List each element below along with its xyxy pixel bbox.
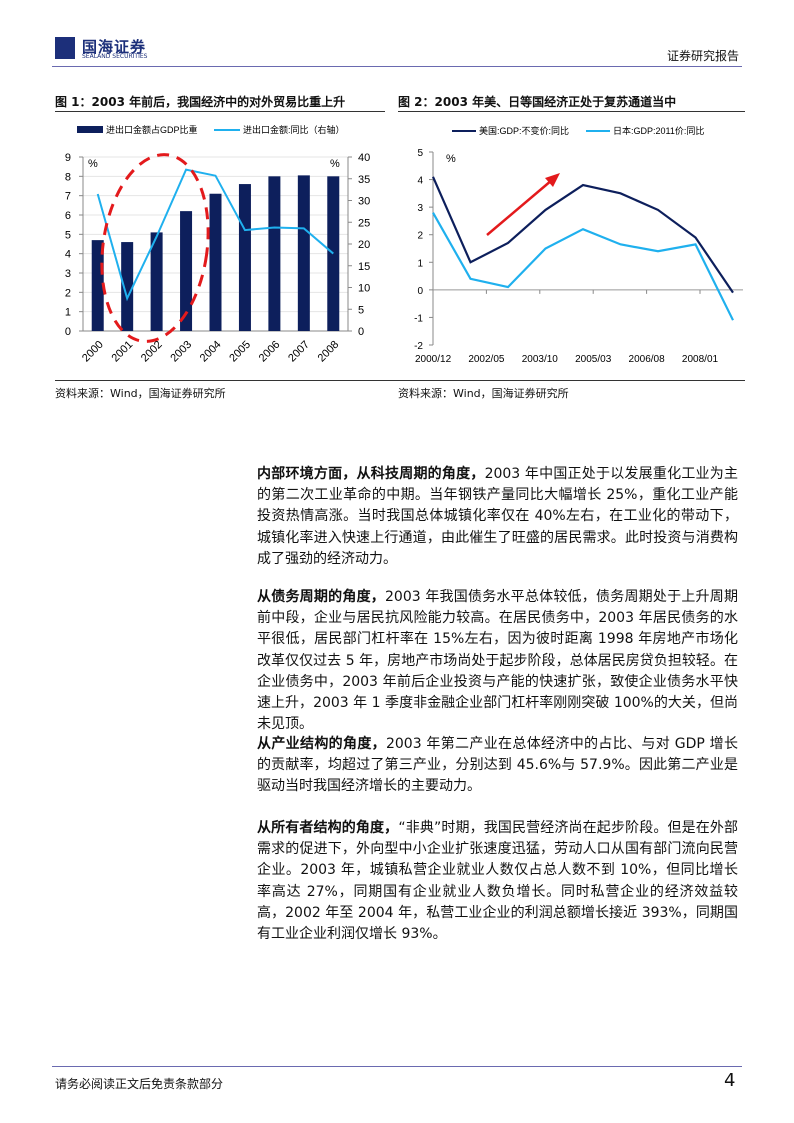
bar-2004 [209,193,222,331]
bar-2003 [180,211,193,331]
x-tick-label: 2004 [198,339,224,365]
y-tick-label: -2 [414,341,423,352]
footer-disclaimer[interactable]: 请务必阅读正文后免责条款部分 [55,1077,224,1091]
x-tick-label: 2001 [109,339,135,365]
bar-2002 [150,232,163,331]
y-unit: % [446,153,456,165]
page-number: 4 [724,1070,736,1091]
x-tick-label: 2000/12 [415,354,452,365]
y-right-unit: % [330,158,340,170]
y-left-unit: % [88,158,98,170]
highlight-ellipse [100,153,210,343]
bar-2006 [268,176,281,331]
y-tick-label: 3 [417,203,423,214]
y-right-tick-label: 15 [358,261,370,273]
line-us-gdp [431,176,734,294]
bar-2008 [327,176,340,331]
paragraph-tech-cycle: 内部环境方面，从科技周期的角度，2003 年中国正处于以发展重化工业为主的第二次… [257,464,738,570]
y-tick-label: -1 [414,313,423,324]
figure2-title: 图 2：2003 年美、日等国经济正处于复苏通道当中 [398,95,677,109]
y-left-tick-label: 5 [65,229,71,241]
y-tick-label: 1 [417,258,423,269]
logo-text-en: SEALAND SECURITIES [82,53,148,60]
figure2-source: 资料来源：Wind，国海证券研究所 [398,387,569,400]
x-tick-label: 2007 [286,339,312,365]
x-tick-label: 2003 [168,339,194,365]
y-right-tick-label: 25 [358,217,370,229]
trend-arrowhead-icon [545,173,560,187]
y-left-tick-label: 2 [65,287,71,299]
legend-line-label: 进出口金额:同比（右轴） [243,124,345,135]
y-tick-label: 4 [417,176,423,187]
legend-bar-swatch [77,126,103,133]
x-tick-label: 2000 [80,339,106,365]
paragraph-lead: 从所有者结构的角度， [257,820,399,836]
y-left-tick-label: 7 [65,191,71,203]
x-tick-label: 2002/05 [468,354,505,365]
bar-2001 [121,242,134,331]
paragraph-text: 2003 年第二产业在总体经济中的占比、与对 GDP 增长的贡献率，均超过了第三… [257,736,738,795]
y-left-tick-label: 1 [65,307,71,319]
legend-japan-label: 日本:GDP:2011价:同比 [613,125,704,136]
bar-2007 [297,175,310,331]
x-tick-label: 2008 [316,339,342,365]
paragraph-ownership-structure: 从所有者结构的角度，“非典”时期，我国民营经济尚在起步阶段。但是在外部需求的促进… [257,818,738,945]
x-tick-label: 2003/10 [522,354,559,365]
y-left-tick-label: 8 [65,171,71,183]
legend-bar-label: 进出口金额占GDP比重 [106,124,198,135]
footer-divider [52,1066,742,1067]
y-tick-label: 0 [417,286,423,297]
figure1-title: 图 1：2003 年前后，我国经济中的对外贸易比重上升 [55,95,346,109]
trend-arrow-icon [486,179,553,236]
logo-text-cn: 国海证券 [82,38,147,56]
paragraph-lead: 从产业结构的角度， [257,736,386,752]
y-left-tick-label: 4 [65,249,71,261]
paragraph-debt-cycle: 从债务周期的角度，2003 年我国债务水平总体较低，债务周期处于上升周期前中段，… [257,587,738,735]
header-divider [52,66,742,67]
sealand-logo-icon [55,37,75,59]
paragraph-text: 2003 年我国债务水平总体较低，债务周期处于上升周期前中段，企业与居民抗风险能… [257,589,739,733]
paragraph-industry-structure: 从产业结构的角度，2003 年第二产业在总体经济中的占比、与对 GDP 增长的贡… [257,734,738,798]
figure1-title-rule [55,111,385,112]
y-right-tick-label: 40 [358,152,370,164]
paragraph-lead: 内部环境方面，从科技周期的角度， [257,466,485,482]
source-divider [55,380,745,381]
y-left-tick-label: 3 [65,268,71,280]
y-tick-label: 5 [417,148,423,159]
report-type: 证券研究报告 [666,49,739,63]
x-tick-label: 2006 [257,339,283,365]
x-tick-label: 2006/08 [629,354,666,365]
y-right-tick-label: 30 [358,196,370,208]
y-right-tick-label: 10 [358,283,370,295]
x-tick-label: 2008/01 [682,354,719,365]
y-right-tick-label: 35 [358,174,370,186]
legend-us-label: 美国:GDP:不变价:同比 [479,125,569,136]
bar-2005 [238,184,251,331]
y-right-tick-label: 20 [358,239,370,251]
line-trade-yoy [96,168,334,302]
x-tick-label: 2002 [139,339,165,365]
y-right-tick-label: 0 [358,326,364,338]
paragraph-lead: 从债务周期的角度， [257,589,386,605]
figure1-source: 资料来源：Wind，国海证券研究所 [55,387,226,400]
figure2-title-rule [398,111,745,112]
y-left-tick-label: 9 [65,152,71,164]
y-right-tick-label: 5 [358,304,364,316]
paragraph-text: “非典”时期，我国民营经济尚在起步阶段。但是在外部需求的促进下，外向型中小企业扩… [257,820,738,943]
y-left-tick-label: 6 [65,210,71,222]
y-tick-label: 2 [417,231,423,242]
x-tick-label: 2005/03 [575,354,612,365]
x-tick-label: 2005 [227,339,253,365]
paragraph-text: 2003 年中国正处于以发展重化工业为主的第二次工业革命的中期。当年钢铁产量同比… [257,466,738,567]
y-left-tick-label: 0 [65,326,71,338]
line-japan-gdp [432,212,734,321]
